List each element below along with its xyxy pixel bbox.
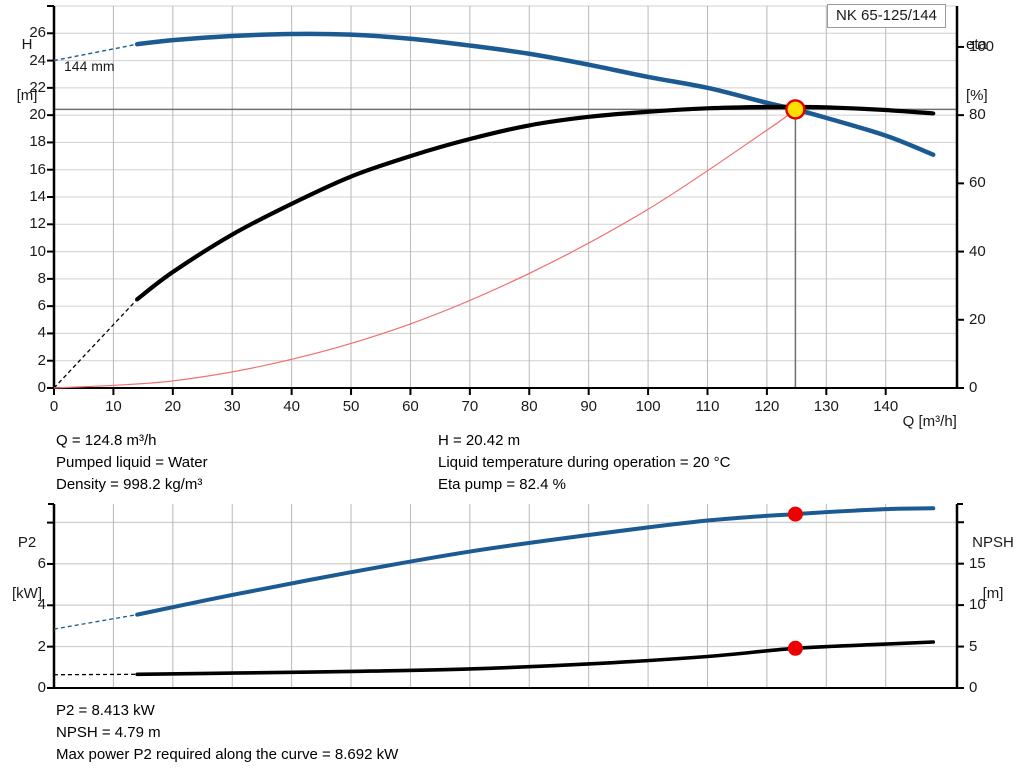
p2-duty-marker — [787, 506, 803, 522]
npsh-axis-title: NPSH [m] — [963, 500, 1023, 636]
h-tick-20: 20 — [29, 106, 46, 124]
eta-axis-title-line2: [%] — [966, 87, 988, 104]
h-tick-2: 2 — [37, 351, 46, 369]
model-designation-box: NK 65-125/144 — [827, 4, 946, 28]
h-tick-26: 26 — [29, 24, 46, 42]
q-tick-80: 80 — [520, 398, 538, 415]
p2-tick-6: 6 — [37, 554, 46, 572]
h-tick-6: 6 — [37, 297, 46, 315]
q-axis-title-text: Q [m³/h] — [902, 413, 957, 430]
p2-axis-title-line1: P2 — [17, 534, 37, 551]
npsh-tick-0: 0 — [969, 679, 978, 696]
h-tick-10: 10 — [29, 242, 46, 260]
q-tick-110: 110 — [695, 398, 720, 415]
q-tick-120: 120 — [754, 398, 780, 415]
duty-info-right: H = 20.42 m Liquid temperature during op… — [438, 430, 730, 496]
npsh-tick-5: 5 — [969, 637, 978, 655]
npsh-axis-title-line1: NPSH — [972, 534, 1014, 551]
eta-tick-100: 100 — [969, 37, 995, 55]
q-tick-20: 20 — [164, 398, 182, 415]
p2-tick-4: 4 — [37, 596, 46, 614]
eta-tick-0: 0 — [969, 379, 978, 396]
q-tick-30: 30 — [223, 398, 241, 415]
eta-axis-title-line1: eta — [966, 36, 987, 53]
impeller-diameter-label: 144 mm — [64, 58, 115, 74]
duty-head-line: H = 20.42 m — [438, 432, 521, 449]
npsh-tick-10: 10 — [969, 596, 986, 614]
q-tick-50: 50 — [342, 398, 360, 415]
p2-tick-0: 0 — [37, 679, 46, 696]
h-axis-title-line2: [m] — [16, 87, 38, 104]
p2-axis-title-line2: [kW] — [12, 585, 42, 602]
eta-tick-60: 60 — [969, 174, 986, 192]
q-tick-40: 40 — [283, 398, 300, 415]
p2-axis-title: P2 [kW] — [4, 500, 50, 636]
model-designation-label: NK 65-125/144 — [836, 7, 937, 24]
power-npsh-chart — [47, 503, 964, 689]
h-tick-16: 16 — [29, 160, 46, 178]
duty-info-left: Q = 124.8 m³/h Pumped liquid = Water Den… — [56, 430, 208, 496]
duty-flow-line: Q = 124.8 m³/h — [56, 432, 157, 449]
npsh-duty-marker — [787, 640, 803, 656]
q-tick-10: 10 — [105, 398, 122, 415]
power-info-block: P2 = 8.413 kW NPSH = 4.79 m Max power P2… — [56, 700, 398, 766]
power-npsh-line: NPSH = 4.79 m — [56, 724, 161, 741]
eta-tick-80: 80 — [969, 106, 986, 124]
head-eta-chart — [47, 5, 964, 395]
h-tick-12: 12 — [29, 215, 46, 233]
duty-temperature-line: Liquid temperature during operation = 20… — [438, 454, 731, 471]
h-tick-0: 0 — [37, 379, 46, 396]
q-tick-130: 130 — [813, 398, 839, 415]
q-tick-100: 100 — [635, 398, 661, 415]
q-tick-70: 70 — [461, 398, 479, 415]
duty-eta-line: Eta pump = 82.4 % — [438, 476, 566, 493]
duty-density-line: Density = 998.2 kg/m³ — [56, 476, 203, 493]
q-tick-60: 60 — [402, 398, 419, 415]
h-tick-22: 22 — [29, 78, 46, 96]
npsh-tick-15: 15 — [969, 554, 986, 572]
impeller-diameter-text: 144 mm — [64, 58, 115, 74]
h-tick-24: 24 — [29, 51, 46, 69]
p2-tick-2: 2 — [37, 637, 46, 655]
eta-tick-20: 20 — [969, 310, 986, 328]
h-axis-title-line1: H — [21, 36, 33, 53]
h-tick-4: 4 — [37, 324, 46, 342]
h-tick-8: 8 — [37, 269, 46, 287]
q-tick-0: 0 — [49, 398, 59, 415]
h-tick-18: 18 — [29, 133, 46, 151]
power-p2-line: P2 = 8.413 kW — [56, 702, 155, 719]
q-tick-140: 140 — [873, 398, 899, 415]
eta-axis-title: eta [%] — [966, 2, 1022, 138]
q-axis-title: Q [m³/h] — [886, 396, 996, 447]
h-tick-14: 14 — [29, 188, 46, 205]
duty-liquid-line: Pumped liquid = Water — [56, 454, 208, 471]
power-max-line: Max power P2 required along the curve = … — [56, 746, 399, 763]
h-axis-title: H [m] — [6, 2, 48, 138]
duty-point-marker[interactable] — [785, 99, 806, 120]
q-tick-90: 90 — [580, 398, 597, 415]
npsh-axis-title-line2: [m] — [982, 585, 1004, 602]
eta-tick-40: 40 — [969, 242, 986, 260]
